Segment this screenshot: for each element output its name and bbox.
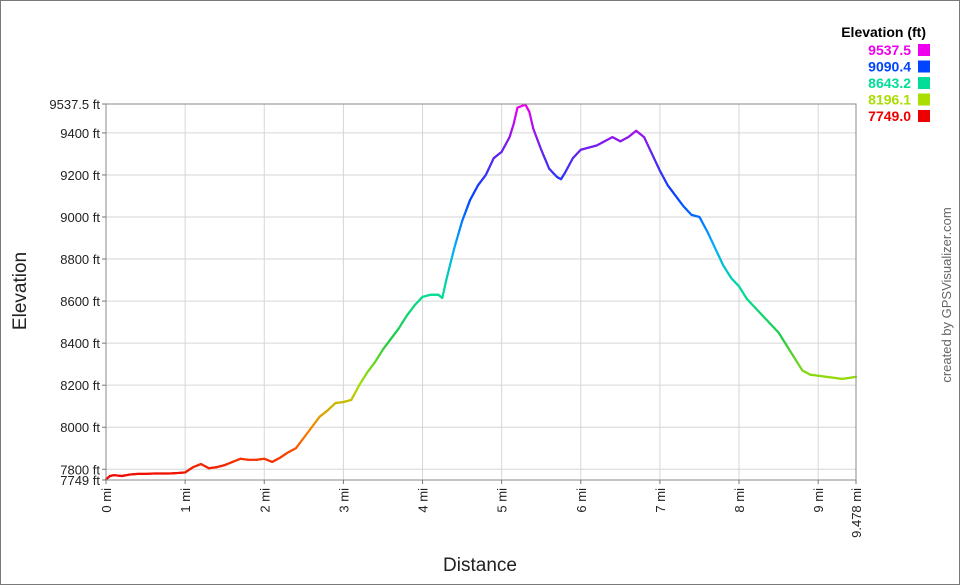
x-tick-label: 1 mi [178, 488, 193, 513]
y-tick-label: 7749 ft [60, 473, 100, 488]
profile-segment [492, 150, 503, 160]
legend-swatch [918, 44, 930, 56]
y-tick-label: 9000 ft [60, 210, 100, 225]
profile-segment [682, 205, 693, 216]
profile-segment [318, 409, 329, 418]
profile-segment [207, 466, 218, 470]
profile-segment [468, 184, 480, 202]
legend-value: 8196.1 [868, 92, 911, 108]
profile-segment [524, 103, 531, 113]
profile-segment [326, 401, 337, 412]
profile-segment [848, 375, 858, 379]
legend-value: 8643.2 [868, 75, 911, 91]
profile-segment [294, 436, 305, 450]
profile-segment [714, 247, 725, 267]
profile-segment [271, 456, 282, 464]
profile-segment [611, 136, 622, 143]
profile-segment [512, 106, 519, 126]
profile-segment [832, 376, 844, 380]
x-tick-label: 9.478 mi [849, 488, 864, 538]
x-axis-ticks: 0 mi 1 mi 2 mi 3 mi 4 mi 5 mi 6 mi 7 mi 8 mi 9 mi… [99, 480, 864, 538]
legend: Elevation (ft) 9537.59090.48643.28196.17… [841, 24, 930, 124]
x-axis-title: Distance [443, 555, 517, 576]
legend-value: 7749.0 [868, 108, 911, 124]
profile-segment [635, 129, 646, 139]
profile-segment [120, 473, 131, 478]
profile-segment [191, 462, 203, 469]
y-tick-label: 9537.5 ft [49, 97, 100, 112]
x-tick-label: 3 mi [336, 488, 351, 513]
x-tick-label: 5 mi [495, 488, 510, 513]
x-tick-label: 2 mi [257, 488, 272, 513]
profile-segment [184, 466, 195, 474]
profile-segment [840, 376, 851, 380]
profile-segment [666, 184, 677, 198]
profile-segment [453, 220, 464, 250]
y-tick-label: 8200 ft [60, 378, 100, 393]
profile-segment [176, 471, 187, 475]
profile-segment [563, 157, 574, 174]
legend-title: Elevation (ft) [841, 24, 926, 40]
profile-segment [817, 374, 828, 378]
profile-segment [128, 472, 139, 476]
legend-swatch [918, 77, 930, 89]
profile-segment [460, 199, 472, 223]
profile-segment [674, 194, 685, 208]
x-tick-label: 9 mi [811, 488, 826, 513]
profile-segment [199, 462, 210, 470]
profile-segment [753, 306, 764, 317]
y-tick-label: 9400 ft [60, 126, 100, 141]
x-tick-label: 7 mi [653, 488, 668, 513]
x-tick-label: 8 mi [732, 488, 747, 513]
y-tick-label: 8600 ft [60, 294, 100, 309]
profile-segment [373, 348, 385, 364]
plot-border [105, 103, 857, 481]
profile-segment [809, 373, 820, 377]
profile-segment [112, 474, 123, 478]
profile-segment [793, 356, 804, 372]
x-tick-label: 4 mi [416, 488, 431, 513]
profile-segment [413, 295, 424, 307]
legend-swatch [918, 110, 930, 122]
profile-segment [358, 371, 369, 387]
profile-segment [642, 136, 654, 156]
profile-segment [737, 285, 749, 301]
y-tick-label: 7800 ft [60, 462, 100, 477]
y-axis-title: Elevation [10, 252, 31, 330]
profile-segment [824, 375, 836, 379]
legend-swatch [918, 93, 930, 106]
legend-value: 9537.5 [868, 42, 911, 58]
profile-segment [745, 297, 756, 309]
profile-segment [397, 314, 408, 330]
y-tick-label: 8400 ft [60, 336, 100, 351]
profile-segment [286, 447, 298, 454]
elevation-profile [104, 103, 858, 481]
profile-segment [334, 400, 345, 405]
legend-value: 9090.4 [868, 59, 911, 75]
profile-segment [445, 247, 456, 282]
plot-area [106, 104, 856, 480]
x-tick-label: 6 mi [574, 488, 589, 513]
profile-segment [255, 457, 266, 461]
profile-segment [441, 278, 448, 300]
y-tick-label: 8000 ft [60, 420, 100, 435]
y-tick-label: 9200 ft [60, 168, 100, 183]
watermark-credit: created by GPSVisualizer.com [939, 207, 954, 382]
y-tick-label: 8800 ft [60, 252, 100, 267]
profile-segment [239, 457, 250, 461]
x-tick-label: 0 mi [99, 488, 114, 513]
legend-swatch [918, 60, 930, 73]
profile-segment [500, 136, 511, 153]
